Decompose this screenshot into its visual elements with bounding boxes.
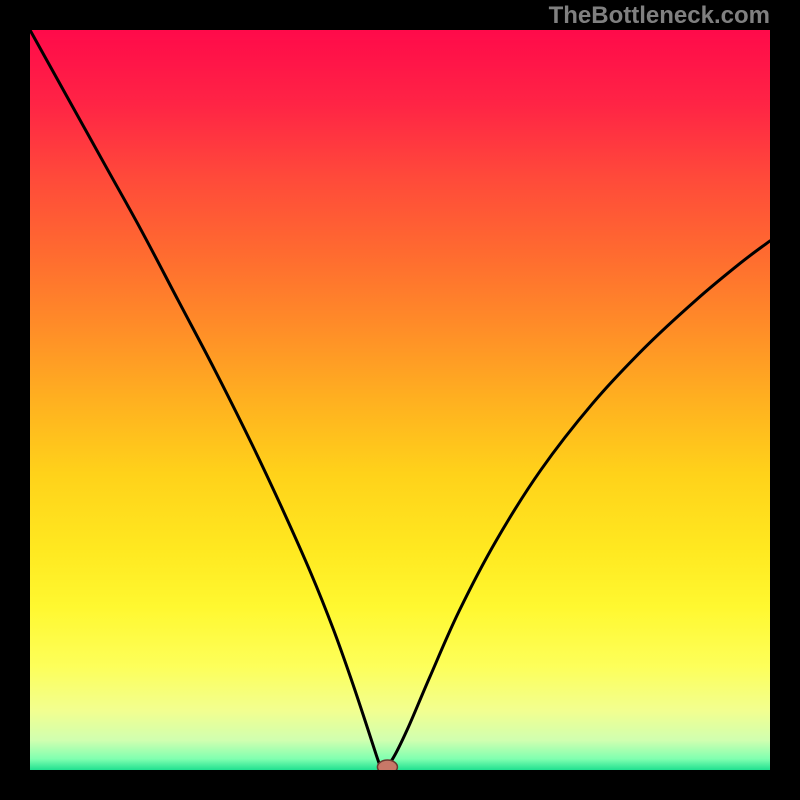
gradient-background bbox=[30, 30, 770, 770]
watermark-text: TheBottleneck.com bbox=[549, 2, 770, 30]
chart-container: TheBottleneck.com bbox=[0, 0, 800, 800]
plot-area bbox=[30, 30, 770, 770]
bottleneck-chart bbox=[30, 30, 770, 770]
bottleneck-marker bbox=[377, 760, 397, 770]
